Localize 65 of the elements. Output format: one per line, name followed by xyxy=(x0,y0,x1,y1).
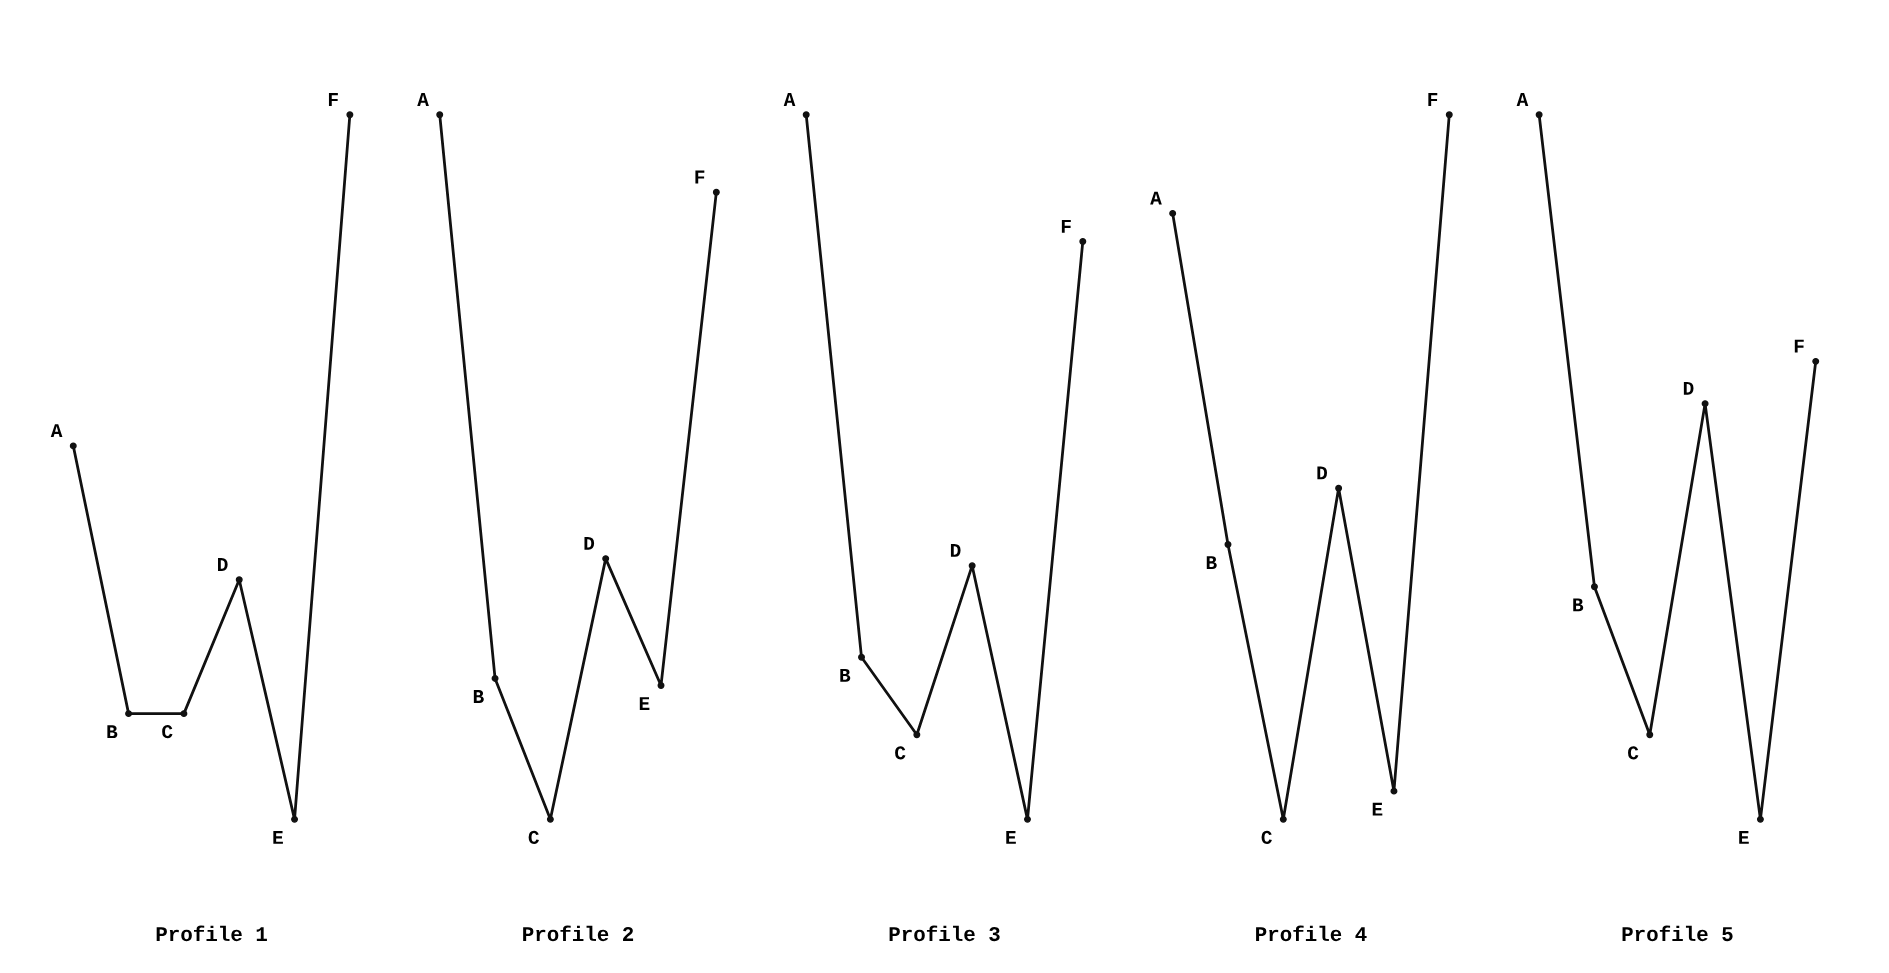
point xyxy=(712,188,720,196)
annotation: B xyxy=(473,690,484,703)
point xyxy=(546,815,554,823)
annotation: A xyxy=(50,424,63,438)
point xyxy=(1590,583,1598,591)
annotation: D xyxy=(1317,466,1328,480)
point xyxy=(1279,815,1287,823)
point xyxy=(1701,400,1709,408)
text: C xyxy=(528,830,539,844)
point xyxy=(1390,787,1398,795)
point xyxy=(802,111,810,119)
text: A xyxy=(1516,93,1529,106)
annotation: D xyxy=(950,544,961,557)
annotation: C xyxy=(162,725,173,739)
text: Profile 2 xyxy=(523,925,634,942)
point xyxy=(913,731,921,739)
point xyxy=(968,562,976,570)
annotation: B xyxy=(840,668,851,682)
annotation: E xyxy=(639,697,650,710)
annotation: E xyxy=(1372,802,1383,816)
point xyxy=(125,710,133,718)
text: A xyxy=(783,93,796,106)
annotation: F xyxy=(1794,339,1804,353)
text: Profile 3 xyxy=(889,925,1000,942)
point xyxy=(1024,815,1031,823)
point xyxy=(1646,731,1654,739)
annotation: D xyxy=(1683,381,1694,395)
text: E xyxy=(1739,831,1749,844)
point xyxy=(602,555,610,563)
annotation: C xyxy=(1628,746,1639,760)
point xyxy=(180,710,188,718)
text: C xyxy=(1261,830,1272,844)
text: Profile 4 xyxy=(1256,925,1367,942)
point xyxy=(1224,541,1232,549)
annotation: B xyxy=(1206,556,1217,570)
text: Profile 1 xyxy=(156,925,267,942)
text: F xyxy=(1428,93,1438,106)
annotation: D xyxy=(218,558,228,571)
point xyxy=(1445,111,1453,119)
annotation: B xyxy=(107,725,118,739)
point xyxy=(1812,357,1820,365)
point xyxy=(1756,815,1764,823)
point xyxy=(346,111,354,119)
text: F xyxy=(328,93,338,106)
annotation: A xyxy=(1150,191,1162,205)
point xyxy=(1079,238,1087,246)
point xyxy=(1535,111,1543,119)
annotation: F xyxy=(695,170,705,184)
point xyxy=(491,674,499,682)
point xyxy=(69,442,77,450)
text: Profile 5 xyxy=(1622,925,1733,942)
text: A xyxy=(417,93,429,106)
point xyxy=(1335,484,1343,492)
text: E xyxy=(273,831,283,844)
point xyxy=(436,111,444,119)
point xyxy=(291,815,299,823)
annotation: B xyxy=(1573,598,1584,612)
point xyxy=(235,576,243,584)
text: E xyxy=(1006,831,1016,844)
point xyxy=(657,681,665,689)
point xyxy=(858,653,865,661)
point xyxy=(1169,209,1177,217)
annotation: D xyxy=(584,536,595,550)
annotation: F xyxy=(1061,219,1071,233)
annotation: C xyxy=(895,746,906,760)
